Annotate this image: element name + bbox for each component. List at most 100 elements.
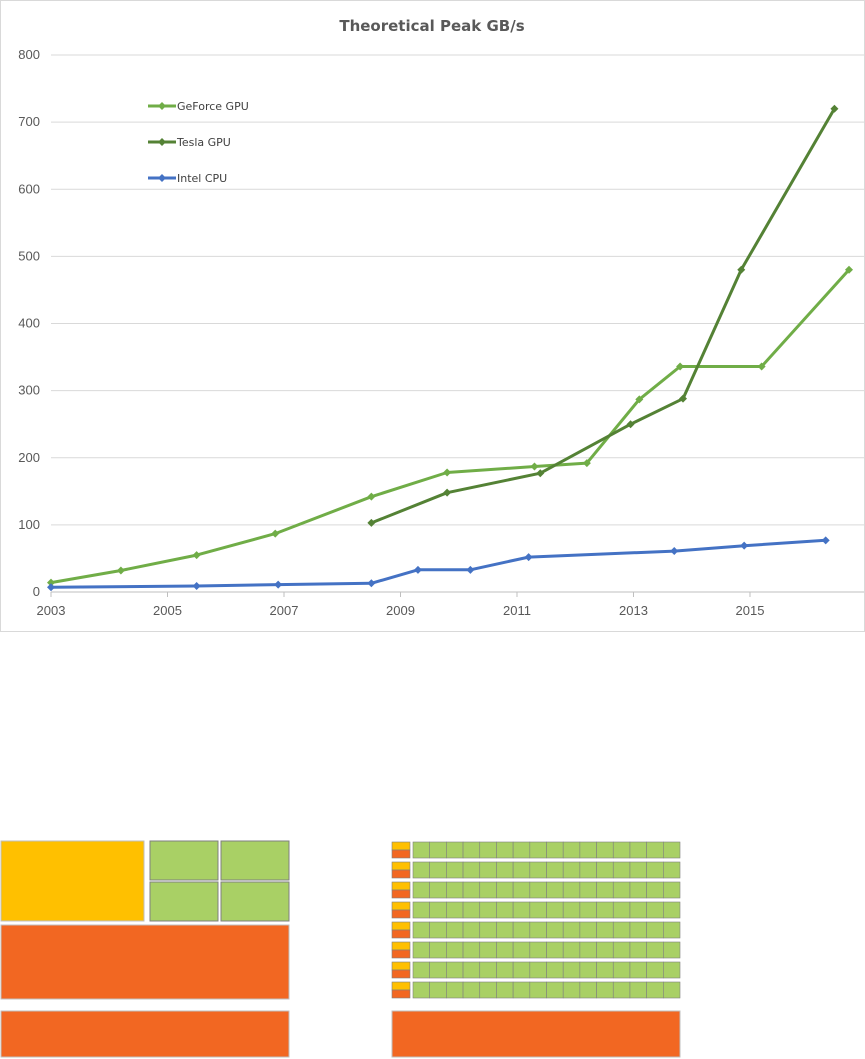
- data-point: [740, 541, 749, 550]
- chart-title: Theoretical Peak GB/s: [339, 17, 524, 35]
- gpu-alu: [562, 941, 581, 959]
- gpu-alu: [562, 981, 581, 999]
- gpu-alu: [579, 901, 597, 919]
- gpu-cache: [391, 949, 411, 959]
- data-point: [524, 553, 533, 562]
- data-point: [443, 488, 452, 497]
- gpu-alu: [529, 861, 547, 879]
- gpu-control: [391, 881, 411, 891]
- legend-entry: Tesla GPU: [148, 136, 231, 149]
- cpu-alu: [220, 840, 290, 881]
- gpu-alu: [663, 881, 681, 899]
- gpu-alu: [412, 941, 430, 959]
- gpu-alu: [579, 881, 597, 899]
- gpu-alu: [612, 881, 631, 899]
- gpu-alu: [646, 901, 664, 919]
- gpu-alu: [412, 881, 430, 899]
- x-tick-label: 2013: [619, 603, 648, 618]
- gpu-dram: [391, 1010, 681, 1058]
- y-tick-label: 700: [18, 114, 40, 129]
- data-point: [116, 566, 125, 575]
- gpu-alu: [496, 921, 514, 939]
- gpu-alu: [562, 881, 581, 899]
- data-point: [830, 104, 839, 113]
- gpu-alu: [462, 981, 481, 999]
- gpu-alu: [612, 981, 631, 999]
- gpu-alu: [546, 961, 564, 979]
- gpu-alu: [629, 981, 647, 999]
- y-tick-label: 100: [18, 517, 40, 532]
- gpu-alu: [512, 901, 531, 919]
- gpu-alu: [429, 881, 447, 899]
- data-point: [676, 362, 685, 371]
- gpu-alu: [646, 841, 664, 859]
- gpu-alu: [429, 961, 447, 979]
- cpu-architecture-block: [0, 840, 290, 1058]
- data-point: [271, 529, 280, 538]
- gpu-alu: [529, 981, 547, 999]
- gpu-alu: [629, 941, 647, 959]
- data-point: [443, 468, 452, 477]
- gpu-sm-row: [391, 921, 681, 939]
- gpu-sm-row: [391, 881, 681, 899]
- gpu-alu: [446, 981, 464, 999]
- gpu-alu: [496, 961, 514, 979]
- gpu-alu: [479, 921, 497, 939]
- gpu-alu: [446, 941, 464, 959]
- gpu-alu: [663, 841, 681, 859]
- gpu-cache: [391, 969, 411, 979]
- gpu-alu: [612, 841, 631, 859]
- data-point: [626, 420, 635, 429]
- gpu-alu: [529, 961, 547, 979]
- gpu-alu: [412, 921, 430, 939]
- gpu-sm-row: [391, 901, 681, 919]
- gpu-alu: [446, 961, 464, 979]
- gpu-control: [391, 901, 411, 911]
- data-point: [367, 492, 376, 501]
- gpu-cache: [391, 989, 411, 999]
- gpu-alu: [462, 901, 481, 919]
- gpu-alu: [579, 921, 597, 939]
- data-point: [670, 547, 679, 556]
- gpu-sm-row: [391, 961, 681, 979]
- gpu-alu: [663, 861, 681, 879]
- gpu-alu: [496, 881, 514, 899]
- gpu-alu: [429, 901, 447, 919]
- gpu-alu: [429, 981, 447, 999]
- data-point: [47, 578, 55, 587]
- legend-label: GeForce GPU: [177, 100, 249, 113]
- gpu-alu: [596, 901, 614, 919]
- gpu-alu: [646, 941, 664, 959]
- data-point: [367, 518, 376, 527]
- gpu-alu: [412, 861, 430, 879]
- gpu-alu: [596, 941, 614, 959]
- cpu-alu: [149, 840, 219, 881]
- x-tick-label: 2011: [503, 603, 531, 618]
- data-point: [737, 265, 746, 274]
- series-geforce-gpu: [47, 265, 853, 587]
- cpu-control-unit: [0, 840, 145, 922]
- gpu-alu: [446, 841, 464, 859]
- gpu-alu: [529, 901, 547, 919]
- gpu-cache: [391, 869, 411, 879]
- gpu-alu: [446, 861, 464, 879]
- gpu-alu: [663, 941, 681, 959]
- gpu-sm-row: [391, 941, 681, 959]
- legend: GeForce GPU Tesla GPU Intel CPU: [148, 100, 249, 185]
- gpu-alu: [562, 901, 581, 919]
- legend-entry: GeForce GPU: [148, 100, 249, 113]
- gpu-alu: [663, 901, 681, 919]
- gpu-alu: [646, 861, 664, 879]
- gpu-alu: [646, 881, 664, 899]
- gpu-alu: [462, 961, 481, 979]
- gpu-alu: [512, 921, 531, 939]
- gpu-control: [391, 921, 411, 931]
- gpu-alu: [446, 901, 464, 919]
- gpu-alu: [479, 981, 497, 999]
- series-tesla-gpu: [367, 104, 839, 527]
- gpu-alu: [462, 841, 481, 859]
- x-tick-label: 2009: [386, 603, 415, 618]
- gpu-alu: [462, 921, 481, 939]
- data-point: [678, 394, 687, 403]
- y-tick-label: 500: [18, 248, 40, 263]
